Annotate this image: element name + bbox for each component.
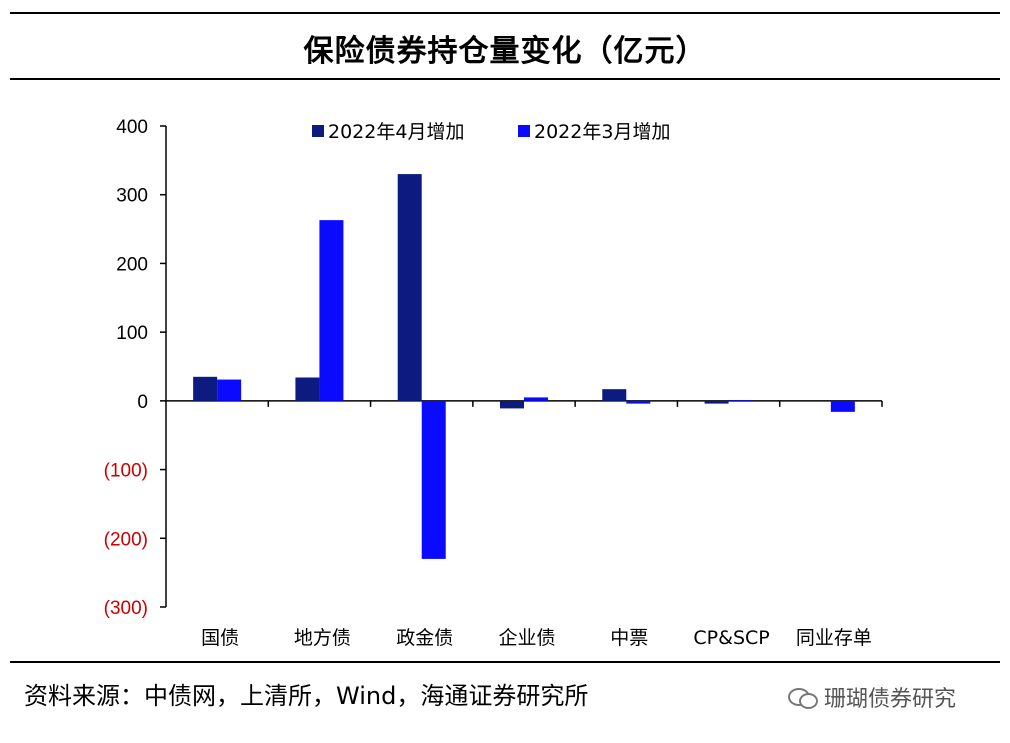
chart-title: 保险债券持仓量变化（亿元）: [303, 34, 707, 69]
bar: [626, 400, 651, 404]
category-label: 企业债: [498, 627, 555, 649]
bar: [217, 379, 242, 401]
category-label: 政金债: [396, 627, 453, 649]
bar: [319, 220, 344, 401]
bar: [295, 377, 320, 401]
top-rule: [10, 12, 1000, 14]
category-label: 中票: [610, 627, 648, 649]
watermark: 珊瑚债券研究: [788, 681, 956, 713]
y-tick-label: 300: [116, 186, 148, 207]
y-tick-label: 400: [116, 117, 148, 138]
y-tick-label: (300): [104, 598, 148, 619]
wechat-icon: [788, 686, 818, 709]
bar: [193, 376, 218, 401]
legend-label: 2022年3月增加: [534, 121, 670, 143]
bar: [728, 400, 753, 401]
bar: [397, 174, 422, 401]
title-rule: [10, 78, 1000, 80]
legend-swatch: [518, 125, 530, 137]
legend-swatch: [312, 125, 324, 137]
y-tick-label: (100): [104, 461, 148, 482]
category-label: 同业存单: [796, 627, 872, 649]
category-label: 国债: [201, 627, 239, 649]
bar: [421, 400, 446, 559]
bar: [830, 400, 855, 412]
legend-label: 2022年4月增加: [328, 121, 464, 143]
y-tick-label: 0: [137, 392, 148, 413]
y-tick-label: (200): [104, 529, 148, 550]
category-label: CP&SCP: [693, 627, 769, 649]
bar: [500, 400, 524, 409]
bar: [524, 397, 548, 401]
category-label: 地方债: [294, 627, 351, 649]
watermark-text: 珊瑚债券研究: [824, 687, 957, 712]
bottom-rule: [10, 661, 1000, 663]
bar: [704, 400, 729, 404]
bar-chart: 400 300 200 100 0 (100) (200) (300) 国债 地方债 政金债 企业债 中…: [104, 117, 883, 649]
bar: [602, 389, 627, 401]
y-tick-label: 200: [116, 254, 148, 275]
y-tick-label: 100: [116, 323, 148, 344]
source-note: 资料来源：中债网，上清所，Wind，海通证券研究所: [24, 682, 589, 710]
